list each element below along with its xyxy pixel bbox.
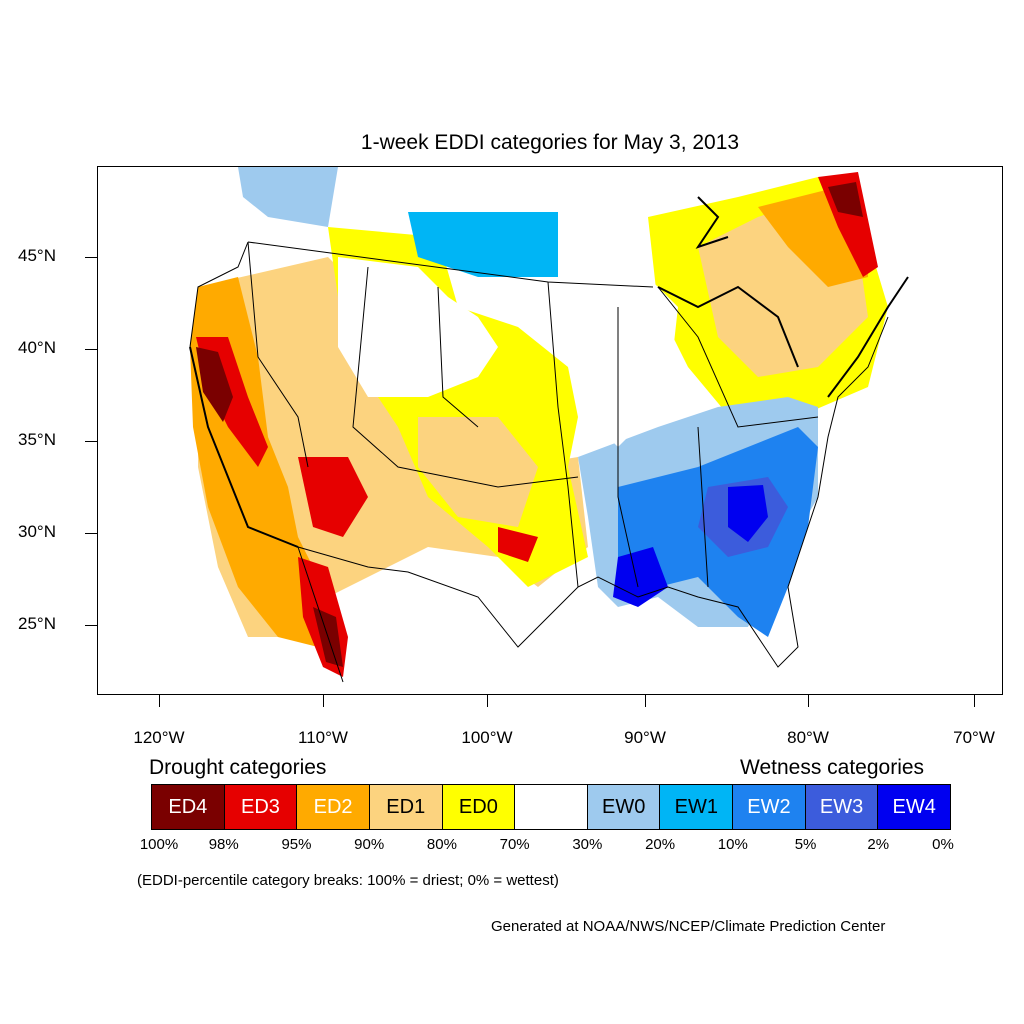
lon-tick-80: [808, 695, 809, 707]
legend-swatch-ew1: EW1: [660, 785, 734, 829]
legend-swatch-ew2: EW2: [733, 785, 806, 829]
legend-swatch-ed4: ED4: [152, 785, 225, 829]
legend-swatch-ed2: ED2: [297, 785, 370, 829]
percentile-label: 10%: [717, 836, 748, 853]
drought-categories-title: Drought categories: [149, 756, 327, 779]
percentile-label: 30%: [572, 836, 603, 853]
legend-swatch-ed0: ED0: [442, 785, 516, 829]
percentile-label: 20%: [645, 836, 676, 853]
lon-tick-90: [645, 695, 646, 707]
lon-tick-120: [159, 695, 160, 707]
wetness-categories-title: Wetness categories: [740, 756, 925, 779]
percentile-label: 0%: [932, 836, 954, 853]
credit-line: Generated at NOAA/NWS/NCEP/Climate Predi…: [491, 918, 886, 935]
region-plains-ed1: [418, 417, 538, 527]
percentile-label: 2%: [867, 836, 890, 853]
lon-label-110: 110°W: [298, 728, 348, 747]
legend-swatch-ew4: EW4: [878, 785, 951, 829]
lat-label-45: 45°N: [18, 246, 56, 265]
lon-tick-110: [323, 695, 324, 707]
region-northeast-ed4: [828, 182, 863, 217]
legend-swatch-ew0: EW0: [587, 785, 661, 829]
legend-swatch-ed1: ED1: [369, 785, 443, 829]
lon-label-90: 90°W: [624, 728, 666, 747]
lat-label-35: 35°N: [18, 430, 56, 449]
lat-label-25: 25°N: [18, 614, 56, 633]
eddi-map: [189, 167, 909, 683]
category-legend: ED4 ED3 ED2 ED1 ED0 EW0 EW1 EW2 EW3 EW4: [151, 784, 951, 830]
lat-tick-35: [85, 441, 97, 442]
lat-tick-30: [85, 533, 97, 534]
legend-swatch-ed3: ED3: [224, 785, 298, 829]
lat-tick-40: [85, 349, 97, 350]
map-plot-area: [97, 166, 1003, 695]
region-pacific-ed4: [196, 347, 233, 422]
region-north-plains-none: [338, 257, 498, 397]
legend-swatch-ew3: EW3: [805, 785, 879, 829]
percentile-label: 100%: [139, 836, 179, 853]
lat-tick-25: [85, 625, 97, 626]
category-note: (EDDI-percentile category breaks: 100% =…: [137, 872, 559, 889]
lon-tick-100: [487, 695, 488, 707]
percentile-label: 5%: [794, 836, 817, 853]
map-title: 1-week EDDI categories for May 3, 2013: [360, 131, 740, 154]
legend-swatch-none: [515, 785, 588, 829]
lon-label-120: 120°W: [133, 728, 185, 747]
percentile-breaks: 100% 98% 95% 90% 80% 70% 30% 20% 10% 5% 2% 0%: [0, 836, 1024, 856]
region-canada-wet: [408, 212, 558, 277]
region-southwest-ed3: [298, 457, 368, 537]
percentile-label: 70%: [499, 836, 530, 853]
lon-label-100: 100°W: [461, 728, 513, 747]
lat-tick-45: [85, 257, 97, 258]
region-texas-ed3: [498, 527, 538, 562]
lat-label-30: 30°N: [18, 522, 56, 541]
percentile-label: 95%: [281, 836, 312, 853]
percentile-label: 80%: [426, 836, 457, 853]
percentile-label: 90%: [354, 836, 385, 853]
lon-label-80: 80°W: [787, 728, 829, 747]
region-canada-wet-light: [238, 167, 338, 227]
lon-tick-70: [974, 695, 975, 707]
lon-label-70: 70°W: [953, 728, 995, 747]
region-southeast-ew4: [728, 485, 768, 542]
lat-label-40: 40°N: [18, 338, 56, 357]
percentile-label: 98%: [208, 836, 239, 853]
